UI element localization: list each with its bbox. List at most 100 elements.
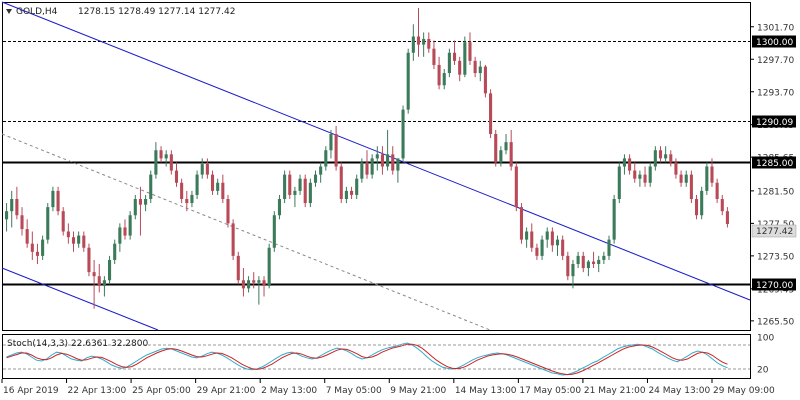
candle xyxy=(525,227,529,248)
last-price-box xyxy=(751,224,797,238)
candle-body xyxy=(66,231,70,238)
time-tick-label: 7 May 05:00 xyxy=(326,386,382,396)
candle-body xyxy=(226,199,230,224)
candle xyxy=(46,203,50,244)
candle xyxy=(684,170,688,187)
candle-body xyxy=(15,199,19,216)
candle-body xyxy=(442,73,446,86)
candle xyxy=(576,251,580,269)
candle-body xyxy=(710,166,714,183)
time-tick-label: 24 May 13:00 xyxy=(648,386,710,396)
time-tick-label: 22 Apr 13:00 xyxy=(68,386,127,396)
candle xyxy=(555,235,560,256)
candle-body xyxy=(277,199,282,216)
candle-body xyxy=(288,174,292,195)
candle xyxy=(370,154,374,179)
candle xyxy=(355,174,359,199)
candle-body xyxy=(10,199,14,212)
candle-body xyxy=(221,182,225,199)
time-tick-label: 29 May 09:00 xyxy=(713,386,775,396)
candle-body xyxy=(684,174,688,183)
candle-body xyxy=(190,194,194,204)
candle xyxy=(422,32,426,57)
candle xyxy=(597,255,601,273)
candle-body xyxy=(216,182,220,191)
candle xyxy=(324,146,328,171)
time-axis: 16 Apr 2019 22 Apr 13:00 25 Apr 05:00 29 Ap… xyxy=(1,379,775,396)
candle-body xyxy=(643,174,647,183)
candle-body xyxy=(174,170,179,183)
candle-body xyxy=(267,247,271,286)
candle xyxy=(473,56,477,78)
candle xyxy=(231,219,235,260)
candle xyxy=(298,174,302,195)
candle-body xyxy=(35,251,40,256)
candle-body xyxy=(123,227,127,236)
candle xyxy=(571,259,575,289)
candle xyxy=(128,211,132,240)
candle xyxy=(561,235,565,260)
candle-body xyxy=(87,247,91,273)
dropdown-triangle-icon[interactable] xyxy=(6,9,12,14)
candle-body xyxy=(324,150,328,167)
candle xyxy=(653,146,657,171)
candle-body xyxy=(700,190,704,216)
candle xyxy=(489,89,493,139)
candle-body xyxy=(169,154,173,171)
candle xyxy=(638,170,642,187)
candle xyxy=(391,146,395,175)
candle xyxy=(705,162,709,195)
candle xyxy=(504,134,508,155)
candle xyxy=(689,170,693,204)
candle-body xyxy=(411,36,415,53)
candle xyxy=(628,154,632,175)
candle xyxy=(339,162,343,204)
candle-body xyxy=(308,182,312,204)
candle-body xyxy=(200,164,204,175)
candle xyxy=(221,174,225,204)
candle-body xyxy=(61,211,65,232)
candle-body xyxy=(566,255,570,277)
stoch-signal-line xyxy=(6,343,728,376)
candle-body xyxy=(581,255,585,269)
candle xyxy=(185,190,189,212)
candle xyxy=(483,64,487,98)
level-label-0: 1300.00 xyxy=(756,38,793,48)
candle-body xyxy=(25,229,29,244)
candle xyxy=(633,162,637,183)
candle-body xyxy=(236,255,240,281)
candle-body xyxy=(82,235,86,248)
level-label-box-2 xyxy=(752,156,796,169)
candle-body xyxy=(576,255,580,264)
time-tick-label: 2 May 13:00 xyxy=(261,386,317,396)
candle-body xyxy=(478,66,482,74)
price-tick-label: 1297.70 xyxy=(757,56,794,66)
candle-body xyxy=(555,239,560,246)
candle xyxy=(669,150,673,167)
candle-body xyxy=(241,280,245,289)
level-label-box-0 xyxy=(752,35,796,48)
candle-body xyxy=(5,211,9,220)
candle-body xyxy=(437,64,441,86)
candle xyxy=(10,190,14,228)
stochastic-axis: 100 20 xyxy=(757,334,774,376)
candle xyxy=(144,194,148,212)
stochastic-lines xyxy=(3,342,750,376)
candle-body xyxy=(694,199,699,216)
candle xyxy=(236,251,240,285)
candle-body xyxy=(674,162,678,175)
candle xyxy=(241,268,245,297)
candle xyxy=(674,158,678,179)
candle-body xyxy=(262,280,266,286)
stoch-tick-label: 20 xyxy=(757,366,769,376)
upper-trend-line xyxy=(1,1,751,301)
candle xyxy=(694,194,699,220)
candle-body xyxy=(303,178,307,204)
candle-body xyxy=(447,52,451,74)
candle-body xyxy=(391,154,395,171)
candle xyxy=(334,125,338,171)
price-tick-label: 1265.50 xyxy=(757,317,794,327)
candle-body xyxy=(159,150,163,159)
candle xyxy=(664,146,668,163)
